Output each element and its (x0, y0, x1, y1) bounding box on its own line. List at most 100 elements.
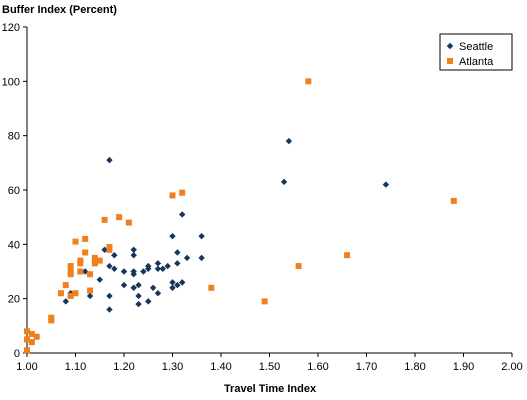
data-point (120, 281, 128, 289)
x-tick-label: 2.00 (501, 361, 522, 373)
data-point (130, 246, 137, 253)
data-point (106, 292, 113, 300)
data-point (101, 216, 108, 223)
data-point (159, 265, 166, 272)
data-point (87, 271, 94, 278)
y-tick-label: 0 (14, 348, 20, 360)
data-point (179, 211, 186, 218)
x-tick-label: 1.30 (162, 361, 183, 373)
data-point (135, 292, 142, 300)
data-point (72, 238, 79, 245)
x-axis-title: Travel Time Index (224, 383, 317, 395)
data-point (106, 246, 113, 253)
data-point (135, 300, 142, 308)
data-point (82, 249, 89, 256)
data-point (96, 257, 103, 264)
data-point (86, 292, 94, 300)
data-point (198, 232, 205, 240)
data-point (145, 298, 152, 305)
data-point (111, 252, 118, 259)
data-point (28, 339, 35, 346)
x-axis-ticks: 1.00 1.10 1.20 1.30 1.40 1.50 1.60 1.70 1.80 1.90… (16, 353, 523, 373)
data-point (72, 290, 79, 297)
data-point (154, 265, 162, 272)
data-point (77, 260, 84, 267)
data-point (280, 178, 288, 186)
data-point (101, 246, 108, 253)
legend-items: Seattle Atlanta (446, 41, 494, 68)
data-point (382, 181, 390, 188)
data-point (96, 276, 103, 283)
data-point (169, 232, 176, 240)
data-point (24, 347, 30, 354)
x-tick-label: 1.00 (16, 361, 37, 373)
data-point (62, 282, 69, 289)
data-point (67, 263, 74, 270)
data-point (344, 252, 351, 259)
data-point (179, 279, 186, 286)
data-point (169, 192, 176, 199)
data-point (28, 330, 35, 337)
y-tick-label: 60 (8, 185, 20, 197)
legend-marker-atlanta (447, 58, 453, 64)
y-tick-label: 40 (8, 239, 20, 251)
y-tick-label: 120 (2, 22, 20, 34)
x-tick-label: 1.80 (404, 361, 425, 373)
data-points (24, 78, 457, 354)
data-point (106, 306, 113, 313)
data-point (261, 298, 268, 305)
x-tick-label: 1.60 (307, 361, 328, 373)
x-tick-label: 1.20 (113, 361, 134, 373)
legend-marker-seattle (446, 42, 454, 50)
data-point (91, 260, 98, 267)
data-point (67, 271, 74, 278)
data-point (62, 298, 69, 305)
data-point (169, 284, 176, 291)
data-point (111, 265, 118, 272)
data-point (106, 262, 113, 270)
y-axis-title: Buffer Index (Percent) (2, 4, 117, 16)
data-point (82, 235, 89, 242)
data-point (174, 249, 181, 256)
data-point (179, 189, 186, 196)
legend-label-atlanta: Atlanta (459, 56, 494, 68)
data-point (149, 284, 157, 291)
data-point (57, 290, 64, 297)
data-point (48, 317, 55, 324)
data-point (77, 268, 84, 275)
x-tick-label: 1.40 (210, 361, 231, 373)
y-tick-label: 20 (8, 294, 20, 306)
data-point (130, 284, 137, 291)
data-point (174, 260, 181, 267)
data-point (305, 78, 312, 85)
x-tick-label: 1.50 (259, 361, 280, 373)
data-point (208, 284, 215, 291)
data-point (24, 328, 30, 335)
y-axis-ticks: 0 20 40 60 80 100 120 (2, 22, 27, 360)
series-seattle (62, 137, 390, 313)
data-point (135, 281, 142, 289)
data-point (125, 219, 132, 226)
x-tick-label: 1.10 (65, 361, 86, 373)
data-point (130, 252, 137, 259)
y-tick-label: 80 (8, 131, 20, 143)
x-tick-label: 1.70 (356, 361, 377, 373)
data-point (120, 268, 128, 275)
data-point (82, 268, 89, 275)
data-point (169, 279, 176, 286)
data-point (154, 260, 162, 267)
data-point (116, 214, 123, 221)
data-point (33, 333, 40, 340)
data-point (198, 254, 205, 262)
legend: Seattle Atlanta (439, 33, 513, 71)
data-point (154, 290, 162, 297)
series-atlanta (24, 78, 457, 354)
legend-label-seattle: Seattle (459, 41, 493, 53)
data-point (106, 156, 113, 164)
axes (26, 27, 512, 354)
data-point (87, 287, 94, 294)
y-tick-label: 100 (2, 76, 20, 88)
data-point (130, 271, 137, 278)
data-point (295, 263, 302, 270)
